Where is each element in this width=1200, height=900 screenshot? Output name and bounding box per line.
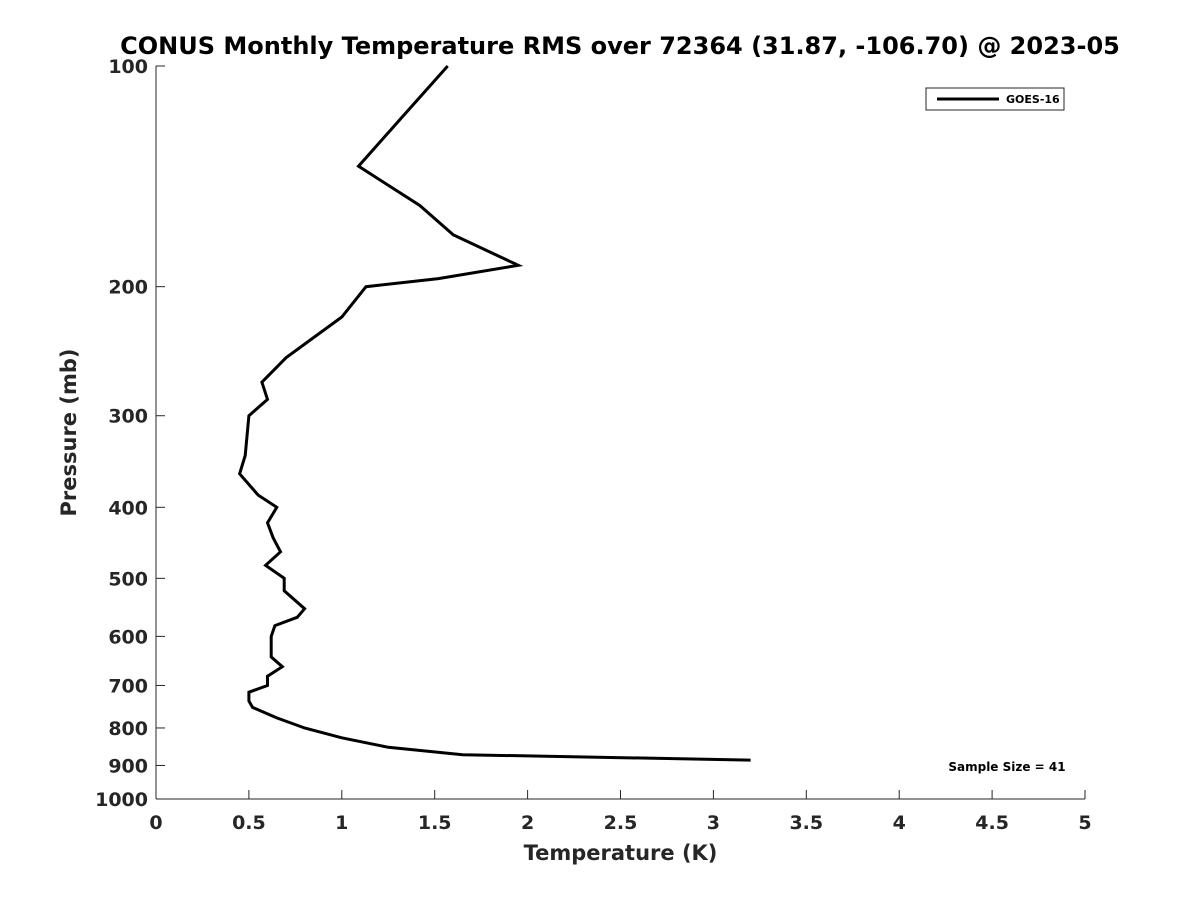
x-tick-label: 4 <box>893 812 906 834</box>
x-tick-label: 0 <box>149 812 162 834</box>
x-tick-label: 0.5 <box>232 812 266 834</box>
y-tick-label: 1000 <box>95 789 148 811</box>
x-axis-label: Temperature (K) <box>524 841 718 865</box>
series-line-goes-16 <box>237 65 751 762</box>
plot-area: 0 0.5 1 1.5 2 2.5 3 3.5 4 4.5 5 100 200 300 400 500 600… <box>95 56 1092 834</box>
y-tick-label: 700 <box>108 675 148 697</box>
series-layer <box>237 65 751 762</box>
y-tick-label: 300 <box>108 406 148 428</box>
y-tick-label: 600 <box>108 626 148 648</box>
x-tick-label: 5 <box>1078 812 1091 834</box>
x-tick-label: 3.5 <box>789 812 823 834</box>
x-tick-label: 2.5 <box>604 812 638 834</box>
x-tick-label: 1.5 <box>418 812 452 834</box>
x-axis-ticks: 0 0.5 1 1.5 2 2.5 3 3.5 4 4.5 5 <box>149 790 1092 834</box>
y-tick-label: 500 <box>108 568 148 590</box>
x-tick-label: 3 <box>707 812 720 834</box>
y-tick-label: 100 <box>108 56 148 78</box>
x-tick-label: 2 <box>521 812 534 834</box>
sample-size-annotation: Sample Size = 41 <box>948 760 1065 774</box>
chart-title: CONUS Monthly Temperature RMS over 72364… <box>120 32 1120 60</box>
legend: GOES-16 <box>925 87 1065 111</box>
x-tick-label: 4.5 <box>975 812 1009 834</box>
y-axis-ticks: 100 200 300 400 500 600 700 800 900 1000 <box>95 56 165 811</box>
y-axis-label: Pressure (mb) <box>57 349 81 517</box>
y-tick-label: 800 <box>108 718 148 740</box>
x-tick-label: 1 <box>335 812 348 834</box>
y-tick-label: 200 <box>108 277 148 299</box>
y-tick-label: 400 <box>108 497 148 519</box>
y-tick-label: 900 <box>108 755 148 777</box>
legend-label-goes-16: GOES-16 <box>1006 93 1060 106</box>
